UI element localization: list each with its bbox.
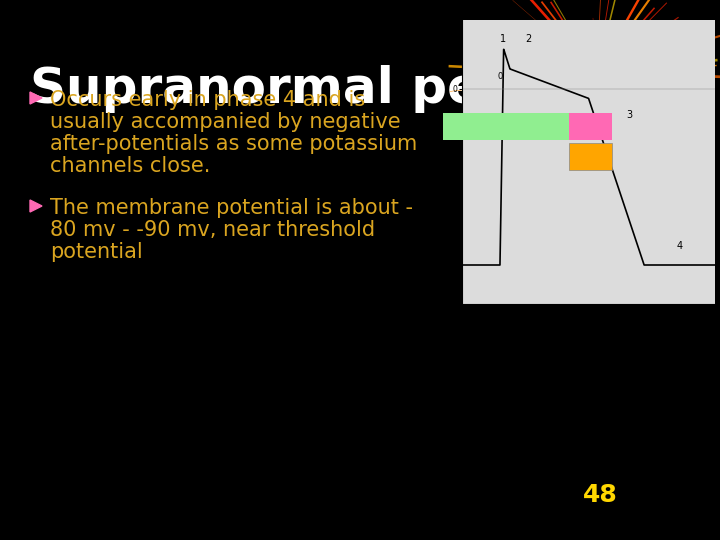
Text: Rel: Rel bbox=[582, 152, 599, 161]
Text: $P_{Na^+}$: $P_{Na^+}$ bbox=[410, 334, 432, 348]
Text: 4: 4 bbox=[677, 241, 683, 251]
Text: 48: 48 bbox=[582, 483, 617, 507]
Text: The membrane potential is about -: The membrane potential is about - bbox=[50, 198, 413, 218]
Polygon shape bbox=[30, 92, 42, 104]
Text: $P_{Ca^{2+}}$: $P_{Ca^{2+}}$ bbox=[407, 471, 432, 485]
Text: after-potentials as some potassium: after-potentials as some potassium bbox=[50, 134, 418, 154]
Text: 1: 1 bbox=[500, 33, 506, 44]
Text: Absolute: Absolute bbox=[482, 122, 530, 132]
Circle shape bbox=[572, 58, 621, 89]
Text: Occurs early in phase 4 and is: Occurs early in phase 4 and is bbox=[50, 90, 365, 110]
Circle shape bbox=[590, 69, 603, 78]
Text: $P_{K^+}$: $P_{K^+}$ bbox=[414, 405, 432, 419]
Text: Supranormal period:: Supranormal period: bbox=[30, 65, 613, 113]
Text: Membrane
potential
(mV): Membrane potential (mV) bbox=[387, 157, 425, 177]
Circle shape bbox=[583, 65, 611, 82]
Text: potential: potential bbox=[50, 242, 143, 262]
Text: 2: 2 bbox=[526, 33, 531, 44]
Text: 0: 0 bbox=[498, 72, 503, 81]
Text: 3: 3 bbox=[626, 110, 633, 120]
Text: usually accompanied by negative: usually accompanied by negative bbox=[50, 112, 400, 132]
Text: 80 mv - -90 mv, near threshold: 80 mv - -90 mv, near threshold bbox=[50, 220, 375, 240]
Text: channels close.: channels close. bbox=[50, 156, 210, 176]
Polygon shape bbox=[30, 200, 42, 212]
